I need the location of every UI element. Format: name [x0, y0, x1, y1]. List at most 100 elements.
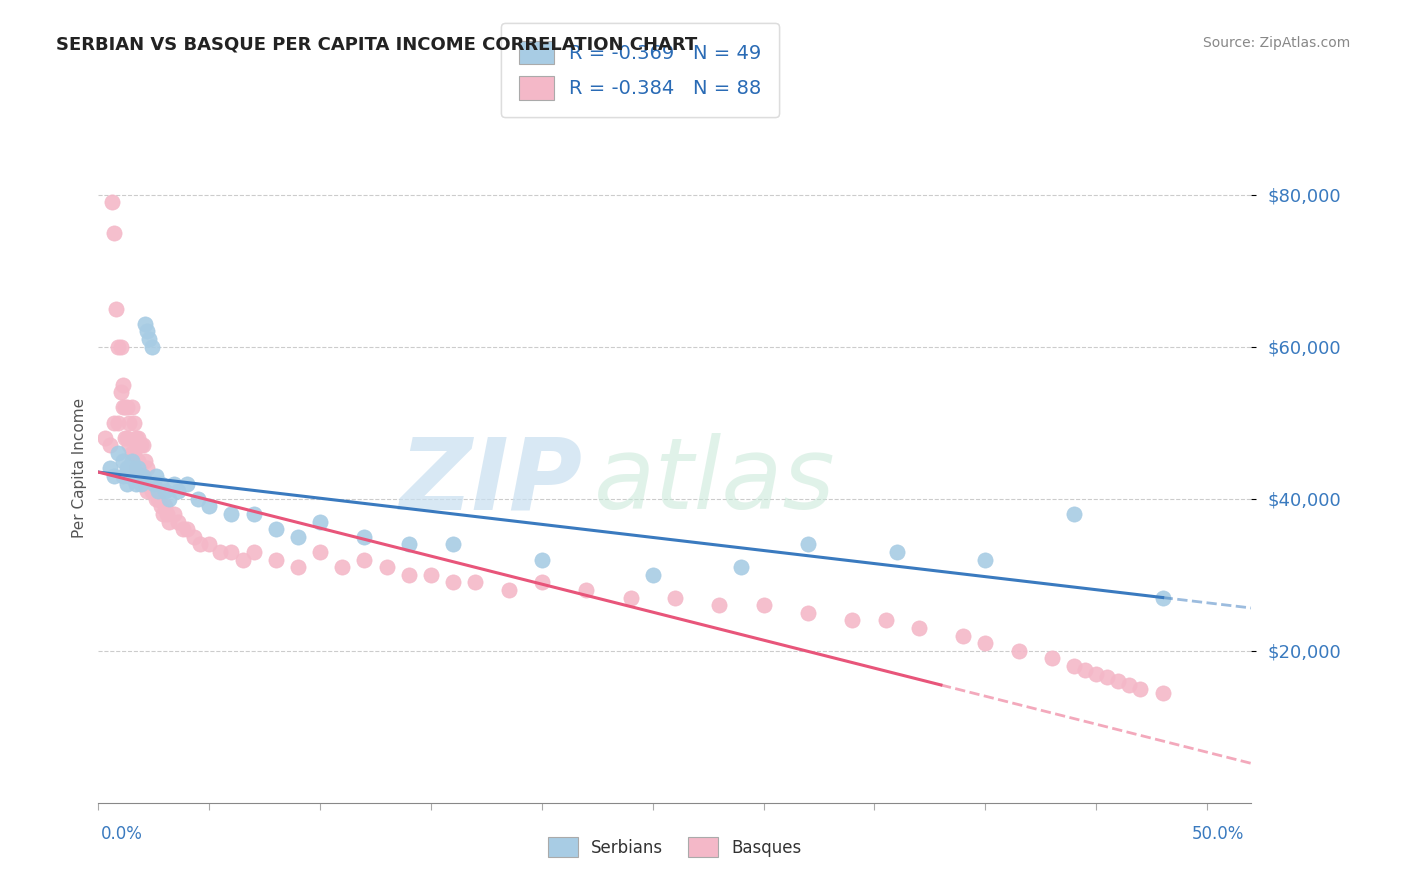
- Point: [122, 461, 145, 475]
- Point: [1063, 507, 1085, 521]
- Point: [141, 340, 163, 354]
- Point: [107, 416, 129, 430]
- Point: [136, 484, 159, 499]
- Point: [121, 461, 143, 475]
- Point: [98, 461, 121, 475]
- Point: [98, 438, 121, 452]
- Point: [122, 446, 145, 460]
- Point: [125, 469, 148, 483]
- Point: [122, 416, 145, 430]
- Point: [134, 317, 156, 331]
- Point: [198, 500, 221, 514]
- Point: [464, 575, 486, 590]
- Text: ZIP: ZIP: [399, 434, 582, 530]
- Point: [163, 507, 186, 521]
- Point: [148, 484, 170, 499]
- Point: [118, 438, 141, 452]
- Point: [142, 476, 165, 491]
- Point: [129, 438, 152, 452]
- Point: [221, 545, 243, 559]
- Point: [129, 469, 152, 483]
- Point: [94, 431, 117, 445]
- Point: [103, 226, 125, 240]
- Point: [287, 530, 309, 544]
- Point: [797, 537, 820, 551]
- Point: [1118, 678, 1140, 692]
- Point: [441, 537, 464, 551]
- Point: [1040, 651, 1063, 665]
- Point: [1007, 644, 1029, 658]
- Point: [132, 438, 155, 452]
- Point: [641, 567, 664, 582]
- Point: [907, 621, 929, 635]
- Point: [1107, 674, 1129, 689]
- Point: [114, 401, 136, 415]
- Text: SERBIAN VS BASQUE PER CAPITA INCOME CORRELATION CHART: SERBIAN VS BASQUE PER CAPITA INCOME CORR…: [56, 36, 697, 54]
- Point: [134, 453, 156, 467]
- Point: [330, 560, 353, 574]
- Point: [375, 560, 398, 574]
- Point: [309, 515, 332, 529]
- Point: [730, 560, 752, 574]
- Point: [132, 469, 155, 483]
- Point: [136, 461, 159, 475]
- Point: [172, 522, 194, 536]
- Point: [153, 500, 176, 514]
- Point: [952, 628, 974, 642]
- Point: [138, 476, 160, 491]
- Point: [167, 515, 190, 529]
- Point: [129, 469, 152, 483]
- Point: [221, 507, 243, 521]
- Point: [105, 301, 128, 316]
- Point: [117, 476, 138, 491]
- Point: [242, 545, 264, 559]
- Point: [117, 401, 138, 415]
- Point: [287, 560, 309, 574]
- Point: [353, 530, 375, 544]
- Point: [498, 582, 520, 597]
- Point: [264, 522, 287, 536]
- Point: [841, 613, 863, 627]
- Point: [167, 484, 190, 499]
- Point: [121, 453, 143, 467]
- Point: [157, 515, 180, 529]
- Point: [619, 591, 641, 605]
- Point: [111, 469, 134, 483]
- Point: [114, 431, 136, 445]
- Point: [209, 545, 232, 559]
- Point: [231, 552, 254, 566]
- Point: [149, 476, 172, 491]
- Point: [110, 385, 132, 400]
- Point: [127, 431, 149, 445]
- Point: [1152, 685, 1174, 699]
- Point: [136, 325, 159, 339]
- Point: [1152, 591, 1174, 605]
- Point: [125, 476, 148, 491]
- Point: [875, 613, 897, 627]
- Point: [145, 469, 167, 483]
- Point: [797, 606, 820, 620]
- Y-axis label: Per Capita Income: Per Capita Income: [72, 398, 87, 539]
- Point: [190, 537, 212, 551]
- Point: [176, 522, 198, 536]
- Point: [127, 453, 149, 467]
- Point: [153, 484, 176, 499]
- Point: [530, 575, 553, 590]
- Point: [264, 552, 287, 566]
- Point: [974, 552, 997, 566]
- Point: [575, 582, 598, 597]
- Point: [111, 401, 134, 415]
- Point: [242, 507, 264, 521]
- Point: [148, 491, 170, 506]
- Point: [157, 491, 180, 506]
- Point: [163, 476, 186, 491]
- Point: [141, 484, 163, 499]
- Point: [156, 507, 179, 521]
- Point: [752, 598, 775, 612]
- Point: [664, 591, 686, 605]
- Point: [117, 461, 138, 475]
- Point: [138, 332, 160, 346]
- Point: [134, 476, 156, 491]
- Point: [183, 530, 205, 544]
- Point: [111, 377, 134, 392]
